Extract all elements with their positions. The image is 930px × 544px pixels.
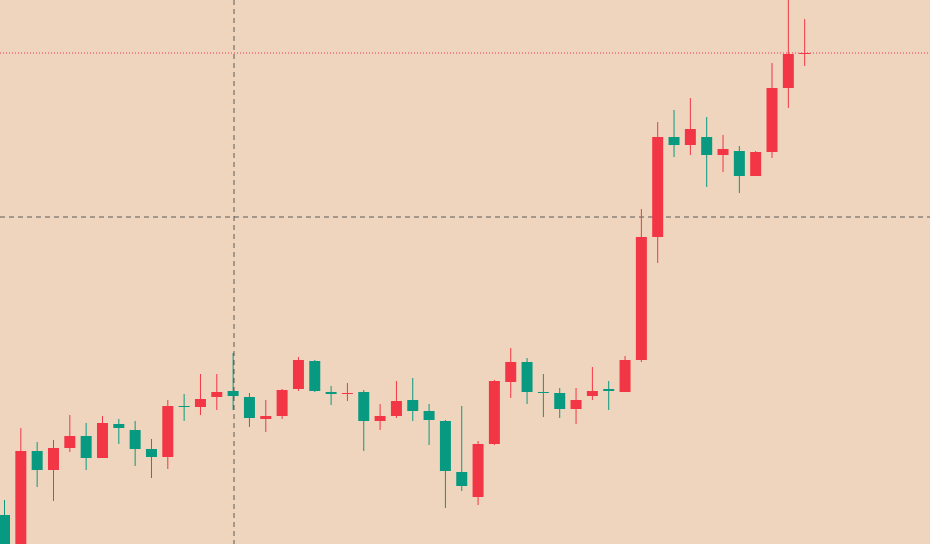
- candle-body: [243, 397, 255, 418]
- candle-body: [260, 416, 272, 419]
- candle-body: [439, 421, 451, 471]
- candle-body: [423, 411, 435, 420]
- candle-body: [733, 151, 745, 176]
- candle-body: [374, 416, 386, 421]
- candle-body: [309, 361, 321, 391]
- candle-body: [521, 362, 533, 392]
- candle-body: [358, 392, 370, 421]
- candle-body: [586, 391, 598, 396]
- candle-body: [31, 451, 43, 470]
- candle-body: [766, 88, 778, 152]
- candle-body: [782, 54, 794, 88]
- candle-body: [325, 392, 337, 394]
- candle-body: [701, 137, 713, 155]
- candle-body: [96, 423, 108, 458]
- candle-body: [390, 401, 402, 416]
- candle-body: [407, 400, 419, 411]
- candle-body: [47, 448, 59, 470]
- candle-body: [227, 391, 239, 396]
- candle-body: [750, 152, 762, 176]
- candle-body: [635, 237, 647, 360]
- candle-body: [113, 424, 125, 428]
- candle-body: [0, 515, 10, 544]
- candle-body: [162, 406, 174, 457]
- candle-body: [15, 451, 27, 544]
- candle-body: [668, 137, 680, 145]
- candle-body: [603, 389, 615, 391]
- candle-body: [341, 393, 353, 394]
- candle-body: [211, 392, 223, 397]
- candle-body: [276, 390, 288, 416]
- candle-body: [145, 449, 157, 457]
- candle-body: [194, 399, 206, 407]
- candle-body: [505, 362, 517, 382]
- candle-body: [178, 406, 190, 407]
- candle-body: [684, 129, 696, 145]
- candle-body: [619, 360, 631, 392]
- candle-body: [64, 436, 76, 448]
- candle-body: [799, 53, 811, 54]
- candle-body: [537, 392, 549, 393]
- candle-body: [292, 360, 304, 389]
- candle-body: [80, 436, 92, 458]
- candle-body: [554, 393, 566, 409]
- candle-body: [652, 137, 664, 237]
- candle-body: [456, 472, 468, 486]
- candle-body: [472, 444, 484, 497]
- candle-body: [129, 430, 141, 449]
- candle-body: [488, 381, 500, 444]
- candle-body: [570, 400, 582, 409]
- candle-body: [717, 149, 729, 155]
